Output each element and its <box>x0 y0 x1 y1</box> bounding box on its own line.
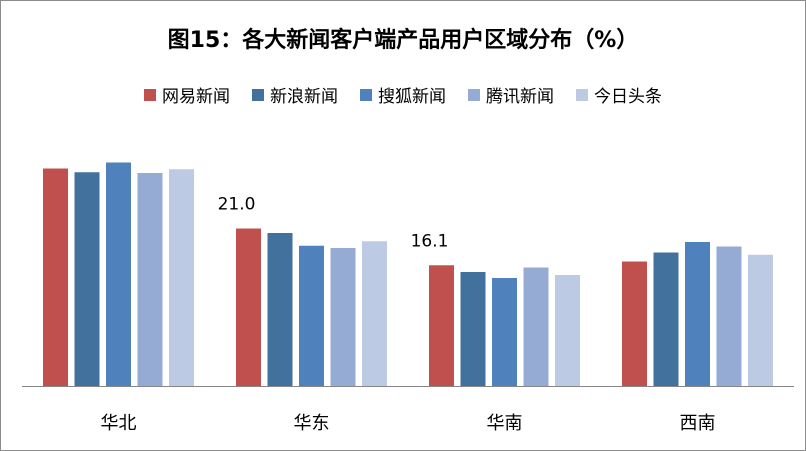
data-label: 21.0 <box>218 195 256 215</box>
bar <box>523 267 549 386</box>
legend-label: 网易新闻 <box>162 87 230 107</box>
chart-title: 图15：各大新闻客户端产品用户区域分布（%） <box>167 28 639 53</box>
legend-label: 今日头条 <box>594 87 662 107</box>
chart-legend: 网易新闻 新浪新闻 搜狐新闻 腾讯新闻 今日头条 <box>0 82 806 107</box>
x-tick-label: 华北 <box>101 413 137 434</box>
legend-item: 今日头条 <box>576 82 662 107</box>
x-tick-label: 华东 <box>294 413 330 434</box>
bar <box>622 261 647 386</box>
bar <box>653 252 679 386</box>
legend-swatch <box>144 88 156 101</box>
legend-item: 搜狐新闻 <box>360 82 446 107</box>
bar <box>685 242 710 386</box>
legend-label: 腾讯新闻 <box>486 87 554 107</box>
legend-label: 新浪新闻 <box>270 87 338 107</box>
data-label: 16.1 <box>411 231 449 251</box>
legend-item: 网易新闻 <box>144 82 230 107</box>
bar <box>330 248 356 386</box>
bar <box>169 169 194 386</box>
legend-label: 搜狐新闻 <box>378 87 446 107</box>
bar <box>74 172 100 386</box>
bar <box>492 278 517 386</box>
legend-swatch <box>360 88 372 101</box>
legend-swatch <box>468 88 480 101</box>
x-tick-label: 西南 <box>680 413 716 434</box>
legend-item: 新浪新闻 <box>252 82 338 107</box>
legend-swatch <box>252 88 264 101</box>
bar <box>43 168 68 386</box>
bar <box>267 233 293 386</box>
bar <box>716 246 742 386</box>
bar <box>555 275 580 386</box>
bar <box>460 272 486 386</box>
bar <box>748 254 773 386</box>
bar <box>106 162 131 386</box>
x-tick-label: 华南 <box>487 413 523 434</box>
bar <box>429 265 454 386</box>
legend-item: 腾讯新闻 <box>468 82 554 107</box>
bar <box>362 241 387 386</box>
bar <box>236 228 261 386</box>
bar <box>299 245 324 386</box>
legend-swatch <box>576 88 588 101</box>
bar <box>137 173 163 386</box>
